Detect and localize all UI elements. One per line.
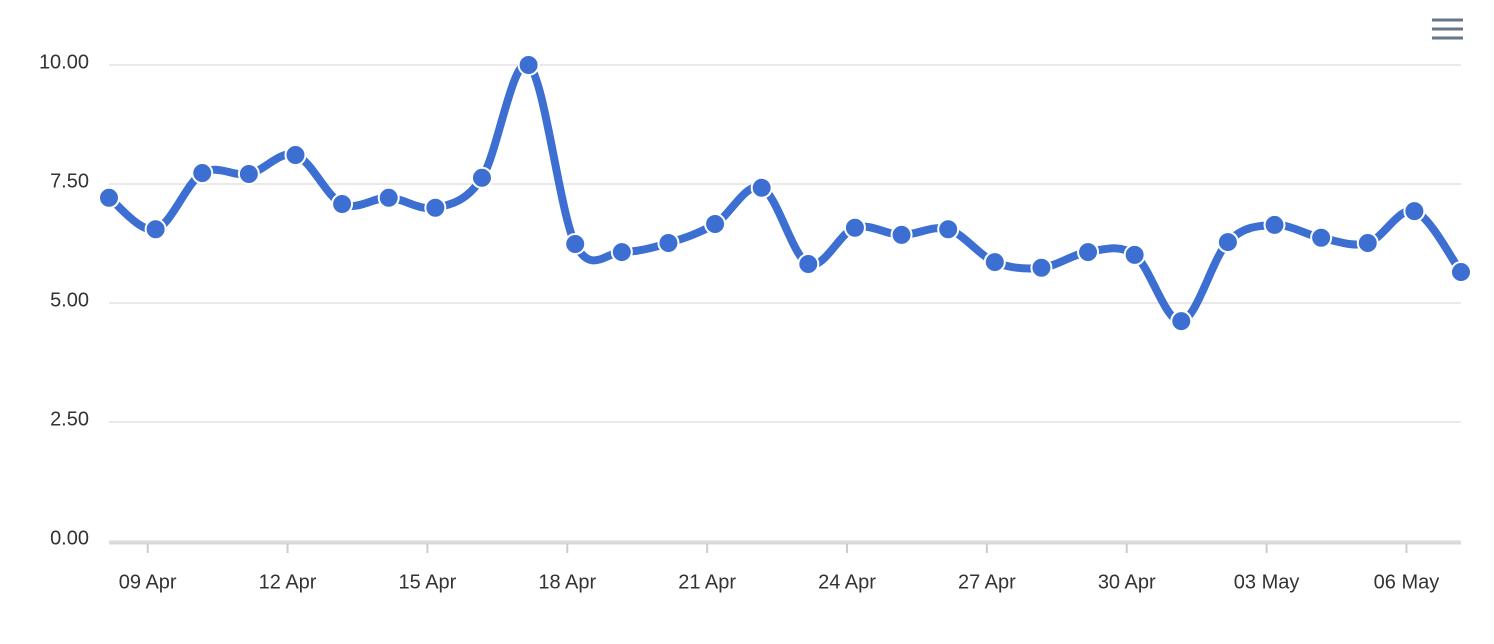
point (1310, 226, 1333, 249)
point (331, 192, 354, 215)
point (424, 196, 447, 219)
y-tick-label: 5.00 (50, 289, 89, 311)
point (1403, 200, 1426, 223)
y-tick-label: 10.00 (39, 51, 89, 73)
point (564, 232, 587, 255)
point (144, 218, 167, 241)
point (1263, 213, 1286, 236)
point (1216, 231, 1239, 254)
x-tick-label: 03 May (1234, 571, 1300, 593)
point (237, 163, 260, 186)
point (377, 186, 400, 209)
point (470, 166, 493, 189)
point (1123, 243, 1146, 266)
point (1030, 256, 1053, 279)
point (1170, 310, 1193, 333)
line-series (105, 60, 1465, 326)
point (610, 241, 633, 264)
y-tick-label: 7.50 (50, 170, 89, 192)
x-tick-label: 27 Apr (958, 571, 1016, 593)
point (890, 223, 913, 246)
point (1356, 232, 1379, 255)
point (517, 54, 540, 76)
x-tick-label: 12 Apr (259, 571, 317, 593)
x-tick-label: 06 May (1374, 571, 1440, 593)
point (797, 252, 820, 275)
x-tick-label: 09 Apr (119, 571, 177, 593)
x-tick-label: 15 Apr (399, 571, 457, 593)
point (1077, 241, 1100, 264)
point (937, 218, 960, 241)
y-tick-label: 2.50 (50, 408, 89, 430)
point (1450, 261, 1472, 284)
menu-icon[interactable] (1430, 18, 1464, 42)
point (704, 212, 727, 235)
x-tick-label: 24 Apr (818, 571, 876, 593)
point (657, 232, 680, 255)
point (750, 176, 773, 199)
point (284, 143, 307, 166)
x-tick-label: 21 Apr (678, 571, 736, 593)
x-tick-label: 18 Apr (538, 571, 596, 593)
point (191, 162, 214, 185)
point (843, 216, 866, 239)
point (983, 251, 1006, 274)
y-tick-label: 0.00 (50, 527, 89, 549)
x-tick-label: 30 Apr (1098, 571, 1156, 593)
point (98, 186, 120, 209)
